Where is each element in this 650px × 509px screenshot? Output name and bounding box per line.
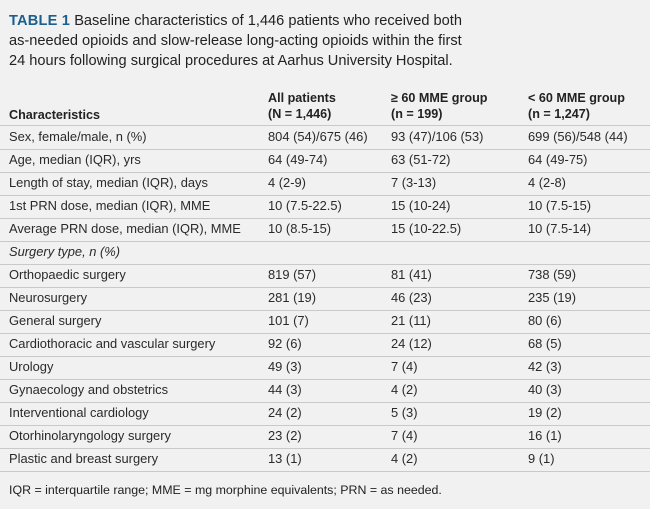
cell-ge60: 4 (2) [391, 451, 418, 466]
table-row: 1st PRN dose, median (IQR), MME 10 (7.5-… [0, 195, 650, 219]
header-lt60-n: (n = 1,247) [528, 107, 590, 121]
table-row: Average PRN dose, median (IQR), MME 10 (… [0, 218, 650, 242]
section-label: Surgery type, n (%) [9, 244, 121, 259]
table-row: Neurosurgery 281 (19) 46 (23) 235 (19) [0, 287, 650, 311]
header-ge60-title: ≥ 60 MME group [391, 91, 488, 105]
table-caption: TABLE 1 Baseline characteristics of 1,44… [9, 11, 639, 71]
cell-ge60: 63 (51-72) [391, 152, 451, 167]
table-row: Cardiothoracic and vascular surgery 92 (… [0, 333, 650, 357]
cell-all: 10 (8.5-15) [268, 221, 332, 236]
cell-ge60: 5 (3) [391, 405, 418, 420]
row-label: Neurosurgery [9, 290, 88, 305]
row-label: Sex, female/male, n (%) [9, 129, 147, 144]
table-row: Length of stay, median (IQR), days 4 (2-… [0, 172, 650, 196]
cell-all: 49 (3) [268, 359, 302, 374]
row-label: Age, median (IQR), yrs [9, 152, 141, 167]
cell-lt60: 80 (6) [528, 313, 562, 328]
cell-ge60: 7 (3-13) [391, 175, 437, 190]
cell-all: 804 (54)/675 (46) [268, 129, 368, 144]
table-row: General surgery 101 (7) 21 (11) 80 (6) [0, 310, 650, 334]
table-row: Otorhinolaryngology surgery 23 (2) 7 (4)… [0, 425, 650, 449]
cell-lt60: 19 (2) [528, 405, 562, 420]
cell-ge60: 46 (23) [391, 290, 432, 305]
cell-all: 64 (49-74) [268, 152, 328, 167]
cell-all: 819 (57) [268, 267, 317, 282]
row-label: General surgery [9, 313, 102, 328]
caption-line-2: as-needed opioids and slow-release long-… [9, 33, 462, 49]
cell-ge60: 93 (47)/106 (53) [391, 129, 484, 144]
cell-lt60: 64 (49-75) [528, 152, 588, 167]
cell-lt60: 235 (19) [528, 290, 577, 305]
cell-all: 281 (19) [268, 290, 317, 305]
row-label: Orthopaedic surgery [9, 267, 126, 282]
header-all-patients: All patients (N = 1,446) [268, 90, 336, 122]
table-row: Urology 49 (3) 7 (4) 42 (3) [0, 356, 650, 380]
cell-all: 92 (6) [268, 336, 302, 351]
caption-line-1: Baseline characteristics of 1,446 patien… [70, 13, 462, 29]
section-row-surgery-type: Surgery type, n (%) [0, 241, 650, 265]
table-row: Plastic and breast surgery 13 (1) 4 (2) … [0, 448, 650, 472]
cell-ge60: 21 (11) [391, 313, 431, 328]
header-ge60-n: (n = 199) [391, 107, 443, 121]
cell-ge60: 81 (41) [391, 267, 432, 282]
header-all-patients-title: All patients [268, 91, 336, 105]
cell-lt60: 10 (7.5-15) [528, 198, 592, 213]
row-label: Gynaecology and obstetrics [9, 382, 169, 397]
cell-lt60: 10 (7.5-14) [528, 221, 592, 236]
header-ge60-group: ≥ 60 MME group (n = 199) [391, 90, 487, 122]
caption-line-3: 24 hours following surgical procedures a… [9, 53, 453, 69]
header-lt60-group: < 60 MME group (n = 1,247) [528, 90, 625, 122]
cell-ge60: 15 (10-22.5) [391, 221, 462, 236]
row-label: Cardiothoracic and vascular surgery [9, 336, 216, 351]
cell-ge60: 4 (2) [391, 382, 418, 397]
cell-lt60: 40 (3) [528, 382, 562, 397]
cell-lt60: 16 (1) [528, 428, 562, 443]
row-label: Otorhinolaryngology surgery [9, 428, 171, 443]
table-row: Gynaecology and obstetrics 44 (3) 4 (2) … [0, 379, 650, 403]
cell-all: 10 (7.5-22.5) [268, 198, 342, 213]
header-lt60-title: < 60 MME group [528, 91, 625, 105]
cell-all: 44 (3) [268, 382, 302, 397]
table-footnote: IQR = interquartile range; MME = mg morp… [9, 483, 442, 497]
row-label: Interventional cardiology [9, 405, 149, 420]
row-label: Average PRN dose, median (IQR), MME [9, 221, 241, 236]
cell-all: 101 (7) [268, 313, 309, 328]
header-characteristics: Characteristics [9, 108, 101, 122]
row-label: Urology [9, 359, 54, 374]
cell-lt60: 738 (59) [528, 267, 577, 282]
cell-all: 23 (2) [268, 428, 302, 443]
cell-all: 24 (2) [268, 405, 302, 420]
table-row: Interventional cardiology 24 (2) 5 (3) 1… [0, 402, 650, 426]
cell-lt60: 4 (2-8) [528, 175, 566, 190]
cell-ge60: 24 (12) [391, 336, 432, 351]
row-label: Length of stay, median (IQR), days [9, 175, 208, 190]
cell-lt60: 42 (3) [528, 359, 562, 374]
table-row: Age, median (IQR), yrs 64 (49-74) 63 (51… [0, 149, 650, 173]
header-rule [0, 125, 650, 126]
row-label: Plastic and breast surgery [9, 451, 159, 466]
row-label: 1st PRN dose, median (IQR), MME [9, 198, 211, 213]
cell-ge60: 15 (10-24) [391, 198, 451, 213]
table-row: Sex, female/male, n (%) 804 (54)/675 (46… [0, 126, 650, 150]
table-label: TABLE 1 [9, 13, 71, 29]
cell-ge60: 7 (4) [391, 428, 418, 443]
header-all-patients-n: (N = 1,446) [268, 107, 332, 121]
cell-lt60: 68 (5) [528, 336, 562, 351]
cell-all: 13 (1) [268, 451, 302, 466]
cell-lt60: 9 (1) [528, 451, 555, 466]
cell-lt60: 699 (56)/548 (44) [528, 129, 628, 144]
cell-ge60: 7 (4) [391, 359, 418, 374]
cell-all: 4 (2-9) [268, 175, 306, 190]
table-row: Orthopaedic surgery 819 (57) 81 (41) 738… [0, 264, 650, 288]
